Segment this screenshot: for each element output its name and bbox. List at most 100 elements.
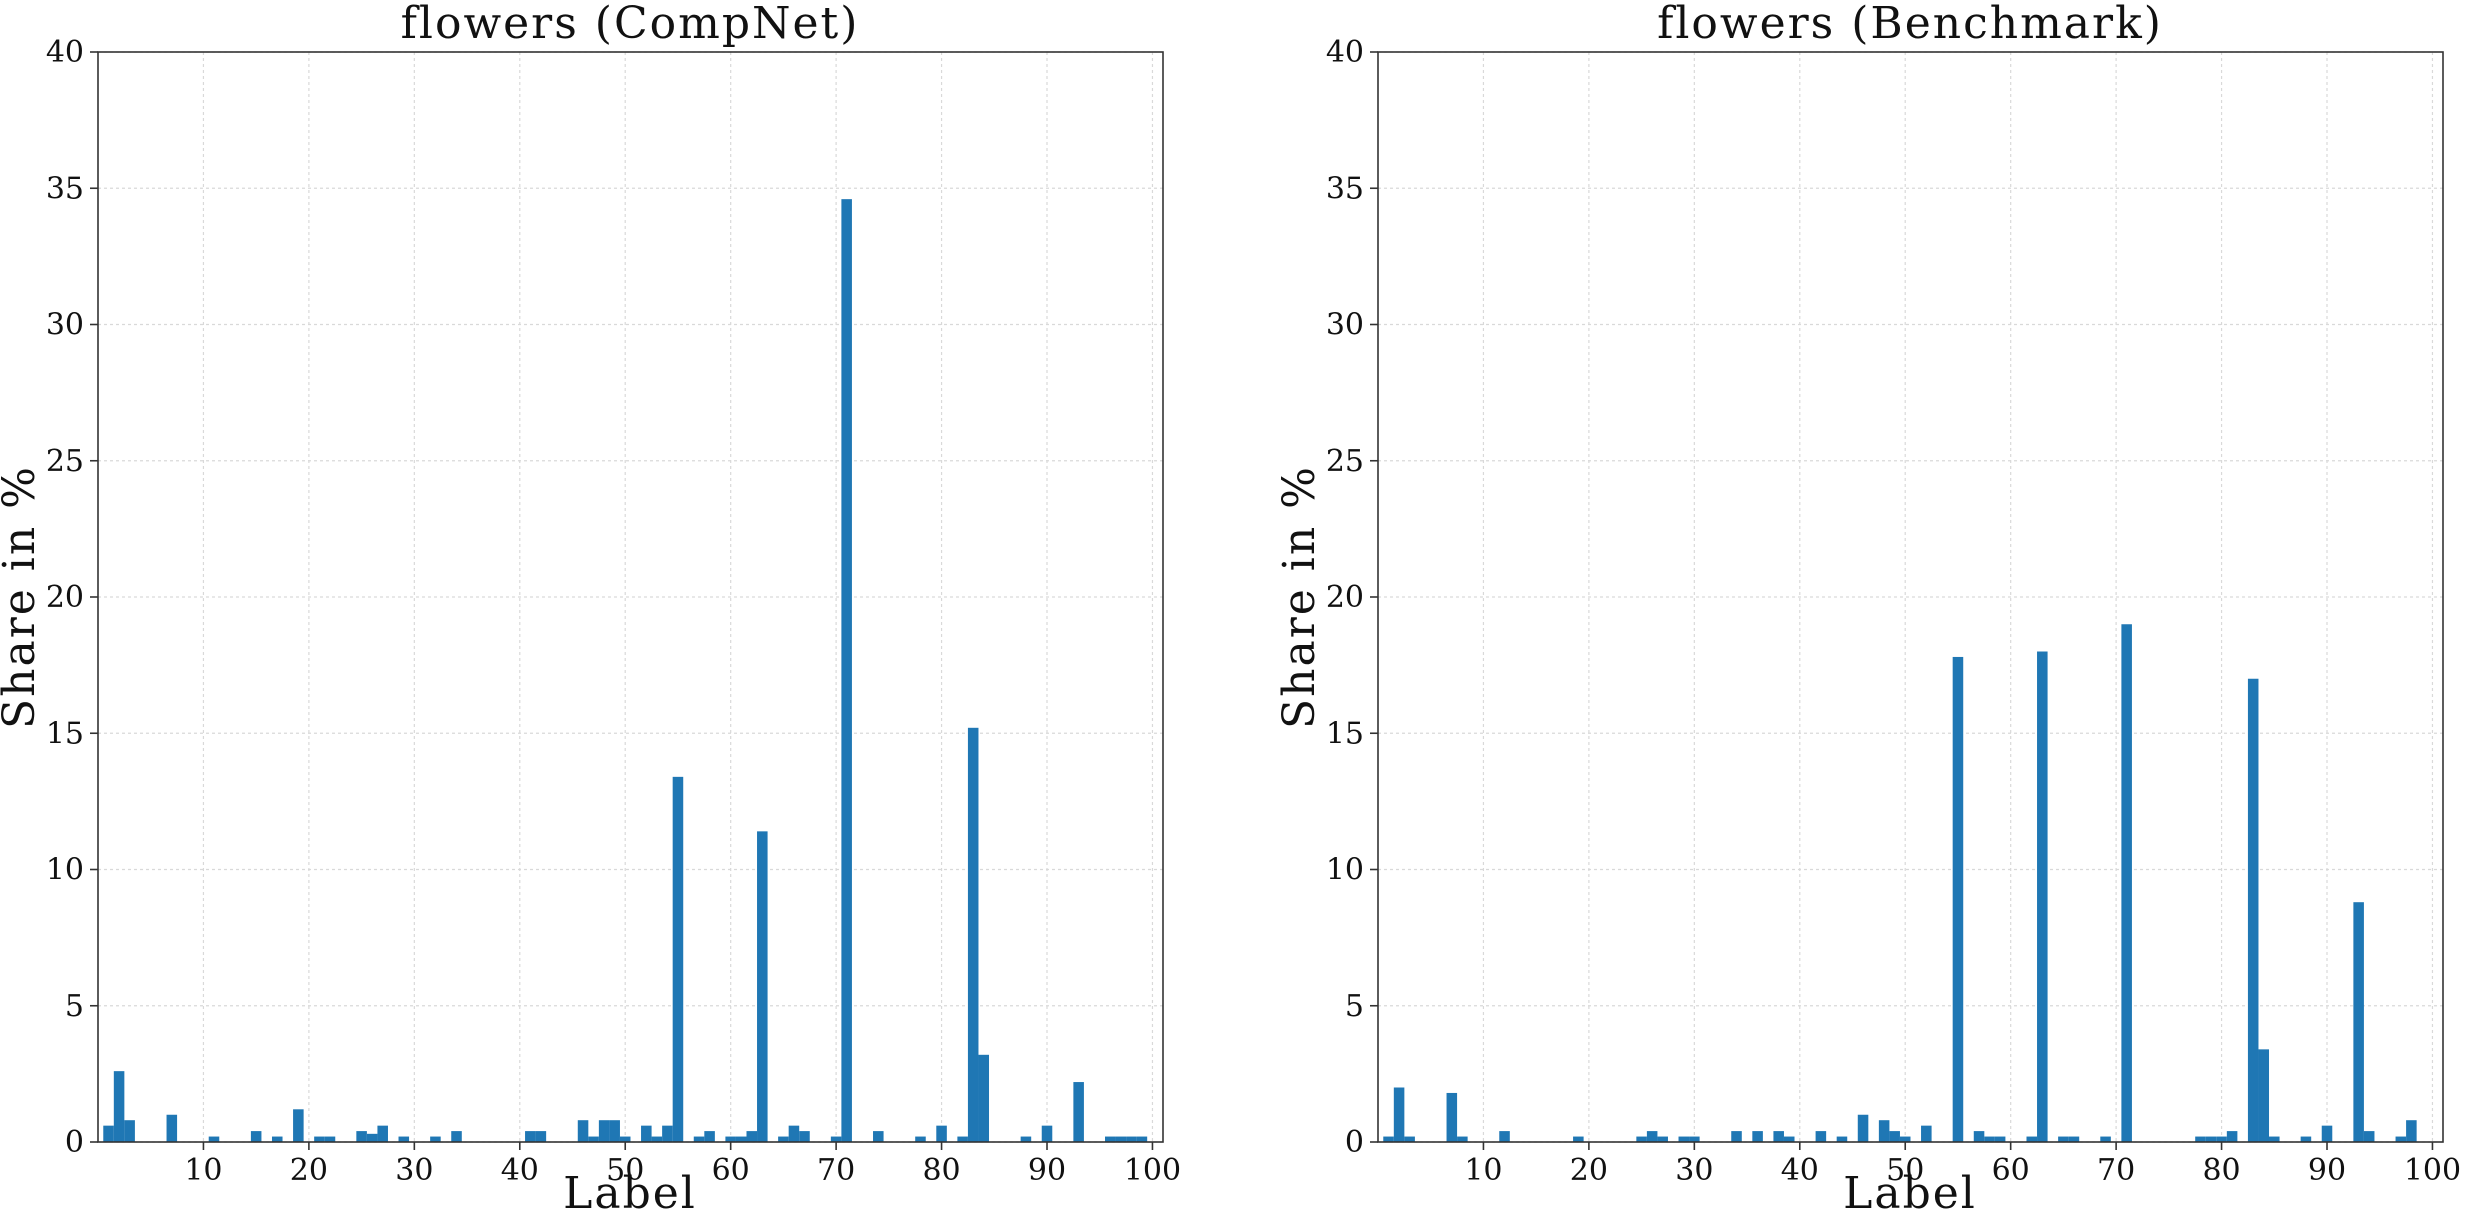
x-tick-label: 60 (1992, 1153, 2030, 1188)
bar (1404, 1136, 1415, 1142)
bar (609, 1120, 620, 1142)
bar (662, 1125, 673, 1142)
bar (830, 1136, 842, 1142)
bar (957, 1136, 968, 1142)
bar (366, 1133, 378, 1142)
bar (2037, 651, 2048, 1142)
x-tick-label: 40 (501, 1153, 539, 1188)
bar (1984, 1136, 1995, 1142)
x-tick-label: 80 (922, 1153, 960, 1188)
y-tick-label: 10 (46, 853, 84, 888)
x-tick-label: 100 (2404, 1153, 2461, 1188)
bar (2269, 1136, 2280, 1142)
bar (619, 1136, 631, 1142)
bar (398, 1136, 410, 1142)
bar (1899, 1136, 1911, 1142)
bar (1446, 1092, 1458, 1142)
bar (577, 1120, 589, 1142)
bar (693, 1136, 705, 1142)
chart-panel-benchmark: flowers (Benchmark) Label Share in % 10 2… (1274, 0, 2461, 1219)
bar (1126, 1136, 1137, 1142)
y-tick-label: 5 (65, 989, 84, 1024)
y-tick-label: 0 (1345, 1125, 1364, 1160)
bar (1689, 1136, 1700, 1142)
bar (641, 1125, 652, 1142)
bar (314, 1136, 325, 1142)
y-tick-label: 40 (46, 35, 84, 70)
bar (1115, 1136, 1127, 1142)
bar (525, 1131, 536, 1142)
bar (588, 1136, 599, 1142)
bar (1393, 1087, 1405, 1142)
bar (271, 1136, 283, 1142)
bar (746, 1131, 758, 1142)
bar (1783, 1136, 1795, 1142)
x-axis-label: Label (563, 1168, 697, 1219)
y-axis-label: Share in % (1274, 465, 1325, 729)
bar (2068, 1136, 2080, 1142)
bar (166, 1114, 178, 1142)
x-tick-label: 40 (1781, 1153, 1819, 1188)
bar (799, 1131, 810, 1142)
y-tick-label: 20 (46, 580, 84, 615)
bar (757, 831, 768, 1142)
bar (1020, 1136, 1032, 1142)
bar (356, 1131, 367, 1142)
bar (2363, 1131, 2375, 1142)
bar (735, 1136, 747, 1142)
bar (2216, 1136, 2227, 1142)
y-tick-label: 0 (65, 1125, 84, 1160)
bar (1136, 1136, 1148, 1142)
bar (451, 1131, 462, 1142)
bar (1457, 1136, 1468, 1142)
bar (873, 1131, 884, 1142)
bar (1952, 656, 1964, 1142)
x-tick-label: 20 (1570, 1153, 1608, 1188)
bar (1678, 1136, 1690, 1142)
bar (208, 1136, 220, 1142)
bar (651, 1136, 663, 1142)
bar (936, 1125, 947, 1142)
bar (1889, 1131, 1900, 1142)
bar (1499, 1131, 1510, 1142)
bar (1921, 1125, 1932, 1142)
bar (377, 1125, 388, 1142)
bar (2395, 1136, 2407, 1142)
bar (1731, 1131, 1742, 1142)
x-tick-label: 100 (1124, 1153, 1181, 1188)
x-tick-label: 20 (290, 1153, 328, 1188)
bar (124, 1120, 135, 1142)
y-tick-label: 30 (1326, 308, 1364, 343)
chart-title: flowers (Benchmark) (1657, 0, 2163, 49)
bar (293, 1109, 304, 1142)
chart-title: flowers (CompNet) (401, 0, 860, 49)
bar (1773, 1131, 1784, 1142)
bar (2353, 902, 2364, 1142)
bar (2247, 678, 2259, 1142)
bar (250, 1131, 262, 1142)
bar (1646, 1131, 1658, 1142)
bar (1857, 1114, 1869, 1142)
x-tick-label: 60 (712, 1153, 750, 1188)
bar (967, 727, 979, 1142)
bar (1752, 1131, 1763, 1142)
x-tick-label: 90 (2308, 1153, 2346, 1188)
x-tick-label: 10 (184, 1153, 222, 1188)
x-tick-label: 90 (1028, 1153, 1066, 1188)
bar (2026, 1136, 2038, 1142)
chart-panel-compnet: flowers (CompNet) Label Share in % 10 20 3… (0, 0, 1181, 1219)
bar (1573, 1136, 1584, 1142)
x-tick-label: 30 (395, 1153, 433, 1188)
y-tick-label: 30 (46, 308, 84, 343)
bar (430, 1136, 441, 1142)
bar (1973, 1131, 1985, 1142)
x-axis-label: Label (1843, 1168, 1977, 1219)
x-tick-label: 70 (817, 1153, 855, 1188)
bar (2300, 1136, 2312, 1142)
bar (1105, 1136, 1116, 1142)
y-tick-label: 10 (1326, 853, 1364, 888)
bar (2205, 1136, 2217, 1142)
y-tick-label: 40 (1326, 35, 1364, 70)
bar (704, 1131, 715, 1142)
bar (1836, 1136, 1848, 1142)
